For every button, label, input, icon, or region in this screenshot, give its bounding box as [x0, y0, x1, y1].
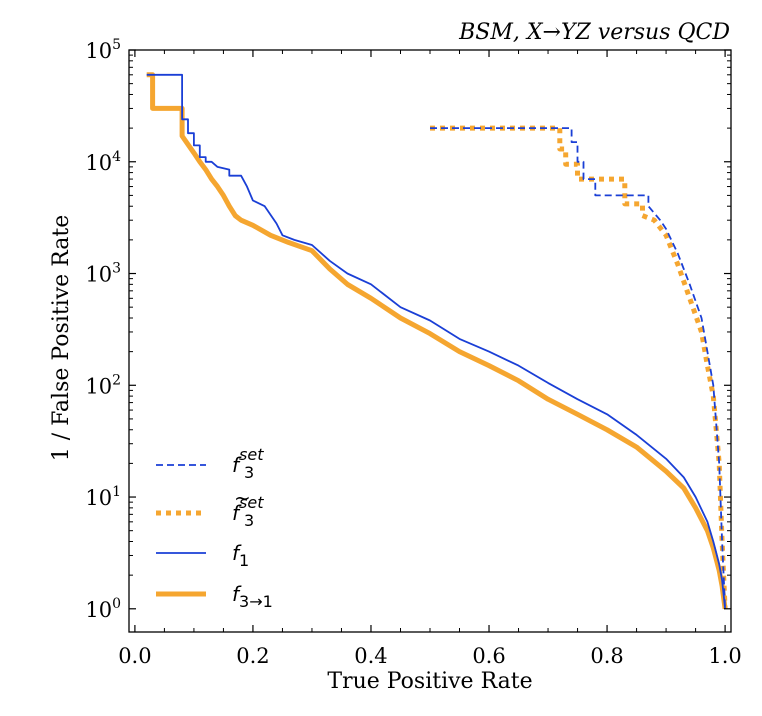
- y-tick-base: 10: [85, 151, 112, 175]
- series-line-f3to1: [146, 72, 728, 610]
- plot-area: [146, 72, 728, 610]
- y-tick-exponent: 5: [112, 37, 121, 53]
- series-line-f1: [146, 73, 726, 609]
- plot-frame: [128, 49, 732, 633]
- legend-label-f3set-tilde: ~fset 3: [232, 486, 264, 530]
- y-tick-label: 103: [85, 261, 121, 287]
- legend-superscript: set: [239, 445, 264, 464]
- x-tick-label: 0.8: [590, 644, 623, 668]
- y-tick-label: 105: [85, 37, 121, 63]
- legend-subscript: 3: [244, 511, 254, 530]
- legend-label-f1: f1: [232, 541, 249, 570]
- x-axis-label: True Positive Rate: [327, 669, 532, 694]
- series-line-f3set: [430, 127, 726, 609]
- x-tick-label: 0.4: [354, 644, 387, 668]
- y-tick-label: 104: [85, 149, 121, 175]
- chart-title: BSM, X→YZ versus QCD: [458, 20, 730, 45]
- legend-superscript: set: [239, 493, 264, 512]
- legend-base: f: [232, 501, 242, 525]
- series-line-f3set-tilde: [430, 125, 728, 609]
- x-tick-label: 0.0: [118, 644, 151, 668]
- x-tick-label: 0.6: [472, 644, 505, 668]
- legend-tilde: ~: [234, 486, 251, 510]
- legend-subscript: 3→1: [239, 592, 273, 611]
- y-axis-label: 1 / False Positive Rate: [49, 215, 74, 461]
- y-tick-base: 10: [85, 374, 112, 398]
- y-tick-base: 10: [85, 263, 112, 287]
- legend-base: f: [232, 541, 242, 565]
- y-tick-label: 101: [85, 484, 121, 510]
- y-tick-exponent: 4: [112, 149, 121, 165]
- legend-base: f: [232, 582, 242, 606]
- y-tick-base: 10: [85, 39, 112, 63]
- y-tick-exponent: 3: [112, 261, 121, 277]
- y-tick-exponent: 1: [112, 484, 121, 500]
- y-tick-exponent: 2: [112, 372, 121, 388]
- y-tick-exponent: 0: [112, 596, 121, 612]
- y-tick-base: 10: [85, 486, 112, 510]
- y-tick-label: 100: [85, 596, 121, 622]
- svg-text:f3→1: f3→1: [232, 582, 273, 611]
- legend-subscript: 1: [239, 551, 249, 570]
- x-tick-label: 1.0: [708, 644, 741, 668]
- x-tick-label: 0.2: [236, 644, 269, 668]
- svg-text:f1: f1: [232, 541, 249, 570]
- legend-label-f3to1: f3→1: [232, 582, 273, 611]
- legend-base: f: [232, 453, 242, 477]
- y-tick-base: 10: [85, 598, 112, 622]
- y-tick-label: 102: [85, 372, 121, 398]
- legend-label-f3set: fset 3: [232, 445, 264, 482]
- legend-subscript: 3: [244, 463, 254, 482]
